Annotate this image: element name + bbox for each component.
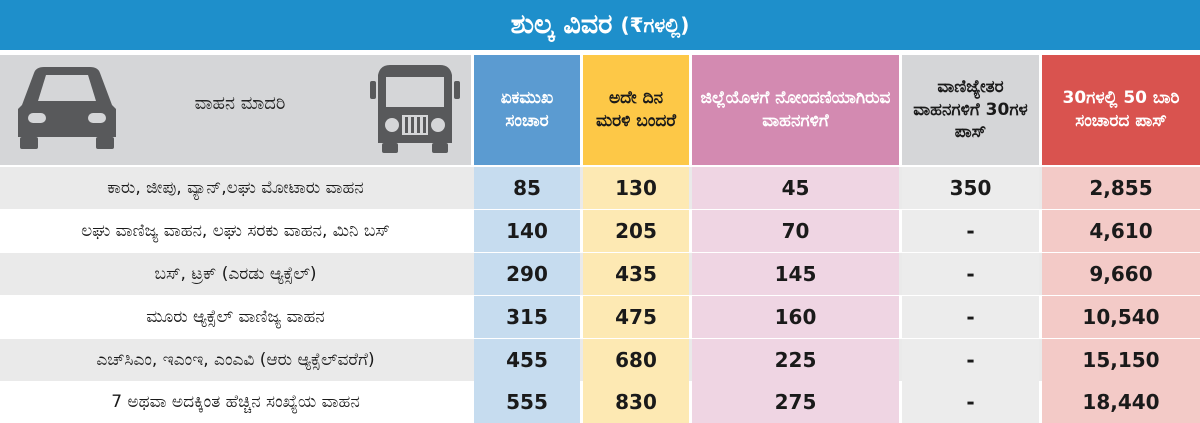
cell-single: 85 xyxy=(474,167,580,209)
table-row: ಬಸ್, ಟ್ರಕ್ (ಎರಡು ಆ್ಯಕ್ಸೆಲ್) 290 435 145 … xyxy=(0,253,1200,295)
row-vehicle-type: 7 ಅಥವಾ ಅದಕ್ಕಿಂತ ಹೆಚ್ಚಿನ ಸಂಖ್ಯೆಯ ವಾಹನ xyxy=(111,392,360,412)
cell-single: 290 xyxy=(474,253,580,295)
cell-local: 160 xyxy=(692,296,899,338)
cell-single: 555 xyxy=(474,381,580,423)
cell-single: 315 xyxy=(474,296,580,338)
cell-noncommercial: - xyxy=(902,381,1039,423)
row-vehicle-type: ಎಚ್‌ಸಿಎಂ, ಇಎಂಇ, ಎಂಎವಿ (ಆರು ಆ್ಯಕ್ಸೆಲ್‌ವರೆ… xyxy=(96,350,375,370)
cell-single: 140 xyxy=(474,210,580,252)
cell-monthly: 2,855 xyxy=(1042,167,1200,209)
table-row: ಎಚ್‌ಸಿಎಂ, ಇಎಂಇ, ಎಂಎವಿ (ಆರು ಆ್ಯಕ್ಸೆಲ್‌ವರೆ… xyxy=(0,339,1200,381)
cell-single: 455 xyxy=(474,339,580,381)
cell-monthly: 18,440 xyxy=(1042,381,1200,423)
cell-return: 130 xyxy=(583,167,689,209)
vehicle-type-header: ವಾಹನ ಮಾದರಿ xyxy=(0,55,471,165)
cell-return: 435 xyxy=(583,253,689,295)
car-icon xyxy=(18,67,116,149)
row-vehicle-type: ಕಾರು, ಜೀಪು, ವ್ಯಾನ್,ಲಘು ಮೋಟಾರು ವಾಹನ xyxy=(107,178,364,198)
page-title: ಶುಲ್ಕ ವಿವರ xyxy=(510,9,613,40)
cell-local: 145 xyxy=(692,253,899,295)
cell-local: 275 xyxy=(692,381,899,423)
cell-local: 225 xyxy=(692,339,899,381)
bus-icon xyxy=(370,65,460,153)
header-same-day-return: ಅದೇ ದಿನ ಮರಳಿ ಬಂದರೆ xyxy=(583,55,689,165)
page-subtitle: (₹ಗಳಲ್ಲಿ) xyxy=(620,13,690,37)
row-vehicle-type: ಬಸ್, ಟ್ರಕ್ (ಎರಡು ಆ್ಯಕ್ಸೆಲ್) xyxy=(154,264,317,284)
cell-noncommercial: - xyxy=(902,253,1039,295)
cell-local: 70 xyxy=(692,210,899,252)
cell-noncommercial: 350 xyxy=(902,167,1039,209)
cell-monthly: 9,660 xyxy=(1042,253,1200,295)
cell-noncommercial: - xyxy=(902,339,1039,381)
cell-monthly: 15,150 xyxy=(1042,339,1200,381)
title-bar: ಶುಲ್ಕ ವಿವರ (₹ಗಳಲ್ಲಿ) xyxy=(0,0,1200,50)
table-row: ಲಘು ವಾಣಿಜ್ಯ ವಾಹನ, ಲಘು ಸರಕು ವಾಹನ, ಮಿನಿ ಬಸ… xyxy=(0,210,1200,252)
cell-local: 45 xyxy=(692,167,899,209)
vehicle-type-label: ವಾಹನ ಮಾದರಿ xyxy=(194,93,286,114)
header-single-trip: ಏಕಮುಖ ಸಂಚಾರ xyxy=(474,55,580,165)
cell-noncommercial: - xyxy=(902,210,1039,252)
table-row: ಕಾರು, ಜೀಪು, ವ್ಯಾನ್,ಲಘು ಮೋಟಾರು ವಾಹನ 85 13… xyxy=(0,167,1200,209)
cell-monthly: 4,610 xyxy=(1042,210,1200,252)
cell-return: 475 xyxy=(583,296,689,338)
cell-monthly: 10,540 xyxy=(1042,296,1200,338)
table-row: 7 ಅಥವಾ ಅದಕ್ಕಿಂತ ಹೆಚ್ಚಿನ ಸಂಖ್ಯೆಯ ವಾಹನ 555… xyxy=(0,381,1200,423)
title-separator xyxy=(0,50,1200,55)
row-vehicle-type: ಮೂರು ಆ್ಯಕ್ಸೆಲ್ ವಾಣಿಜ್ಯ ವಾಹನ xyxy=(146,307,325,327)
header-non-commercial-pass: ವಾಣಿಜ್ಯೇತರ ವಾಹನಗಳಿಗೆ 30ಗಳ ಪಾಸ್ xyxy=(902,55,1039,165)
header-monthly-pass: 30ಗಳಲ್ಲಿ 50 ಬಾರಿ ಸಂಚಾರದ ಪಾಸ್ xyxy=(1042,55,1200,165)
table-row: ಮೂರು ಆ್ಯಕ್ಸೆಲ್ ವಾಣಿಜ್ಯ ವಾಹನ 315 475 160 … xyxy=(0,296,1200,338)
cell-return: 830 xyxy=(583,381,689,423)
header-local-registered: ಜಿಲ್ಲೆಯೊಳಗೆ ನೋಂದಣಿಯಾಗಿರುವ ವಾಹನಗಳಿಗೆ xyxy=(692,55,899,165)
row-vehicle-type: ಲಘು ವಾಣಿಜ್ಯ ವಾಹನ, ಲಘು ಸರಕು ವಾಹನ, ಮಿನಿ ಬಸ… xyxy=(81,221,390,241)
cell-return: 205 xyxy=(583,210,689,252)
cell-noncommercial: - xyxy=(902,296,1039,338)
cell-return: 680 xyxy=(583,339,689,381)
